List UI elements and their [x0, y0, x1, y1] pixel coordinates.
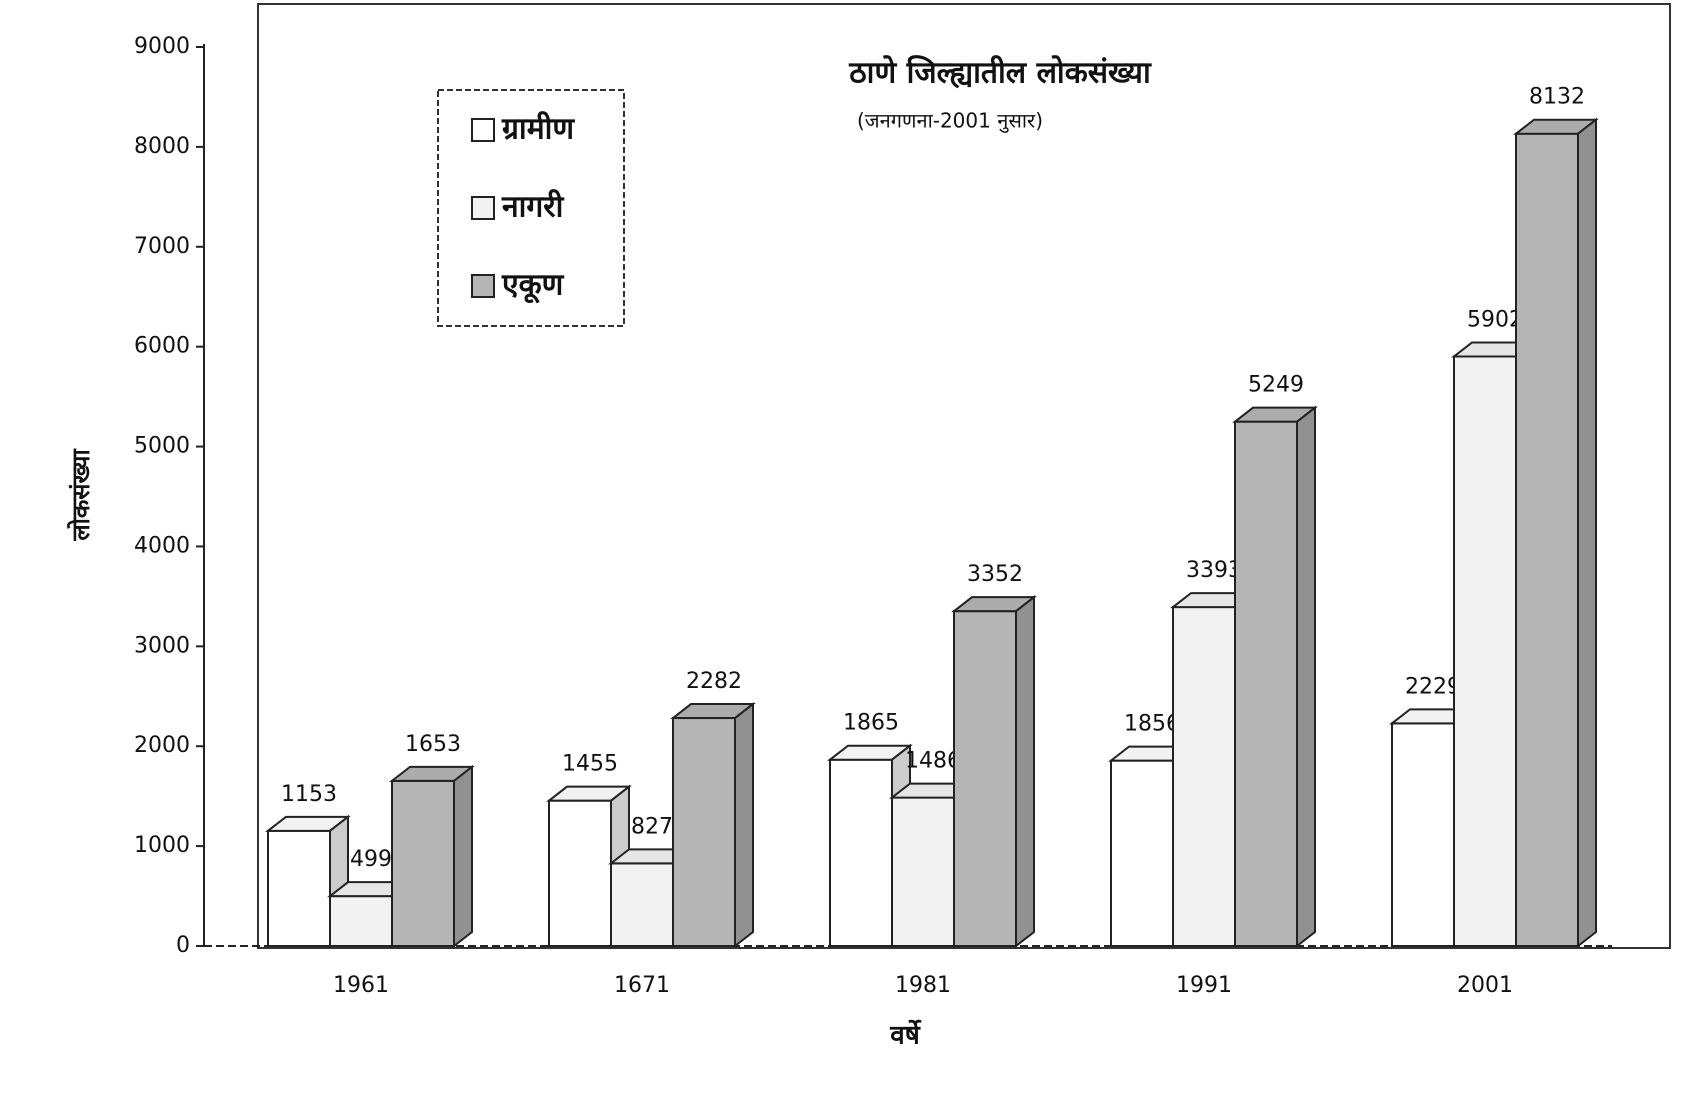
x-axis-label: वर्षे — [889, 1020, 921, 1051]
x-tick-label: 1671 — [614, 973, 670, 998]
y-tick-label: 0 — [176, 933, 190, 958]
value-label: 1486 — [905, 749, 961, 774]
bar — [1234, 420, 1298, 947]
value-label: 2229 — [1405, 674, 1461, 699]
value-label: 2282 — [686, 669, 742, 694]
legend-label: ग्रामीण — [501, 111, 575, 147]
value-label: 1856 — [1124, 712, 1180, 737]
bar — [267, 829, 331, 948]
bar — [1172, 606, 1236, 948]
bar — [548, 799, 612, 948]
bar — [329, 895, 393, 948]
bar — [391, 779, 455, 947]
y-tick-label: 7000 — [134, 234, 190, 259]
bar — [1110, 759, 1174, 947]
y-tick-label: 1000 — [134, 833, 190, 858]
value-label: 827 — [631, 814, 673, 839]
value-label: 3352 — [967, 562, 1023, 587]
legend-swatch — [471, 118, 495, 142]
y-tick-label: 2000 — [134, 733, 190, 758]
y-tick-label: 6000 — [134, 334, 190, 359]
bar — [891, 796, 955, 948]
y-tick-label: 4000 — [134, 533, 190, 558]
bar — [1515, 132, 1579, 947]
value-label: 1455 — [562, 752, 618, 777]
value-label: 5249 — [1248, 373, 1304, 398]
bar-side — [734, 702, 754, 949]
x-tick-label: 1961 — [333, 973, 389, 998]
value-label: 1865 — [843, 711, 899, 736]
legend-swatch — [471, 274, 495, 298]
y-tick-label: 8000 — [134, 134, 190, 159]
x-tick-label: 2001 — [1457, 973, 1513, 998]
value-label: 1153 — [281, 782, 337, 807]
value-label: 8132 — [1529, 85, 1585, 110]
bar — [1453, 355, 1517, 948]
y-tick-label: 5000 — [134, 434, 190, 459]
legend-label: एकूण — [501, 268, 565, 304]
y-tick-label: 3000 — [134, 633, 190, 658]
value-label: 1653 — [405, 732, 461, 757]
bar — [610, 862, 674, 948]
x-tick-label: 1991 — [1176, 973, 1232, 998]
bar-side — [1015, 595, 1035, 949]
bar — [829, 758, 893, 947]
bar-side — [1577, 117, 1597, 949]
legend-swatch — [471, 196, 495, 220]
value-label: 3393 — [1186, 558, 1242, 583]
chart-subtitle: (जनगणना-2001 नुसार) — [857, 109, 1043, 134]
plot-frame — [257, 3, 1671, 949]
y-tick-label: 9000 — [134, 34, 190, 59]
bar — [953, 610, 1017, 947]
legend-label: नागरी — [501, 189, 565, 225]
legend-box — [437, 89, 625, 327]
bar-side — [453, 764, 473, 949]
value-label: 5902 — [1467, 307, 1523, 332]
bar — [1391, 722, 1455, 947]
value-label: 499 — [350, 847, 392, 872]
x-tick-label: 1981 — [895, 973, 951, 998]
bar-side — [1296, 405, 1316, 949]
y-axis-label: लोकसंख्या — [67, 449, 95, 542]
bar — [672, 717, 736, 947]
chart-title: ठाणे जिल्ह्यातील लोकसंख्या — [848, 55, 1152, 91]
